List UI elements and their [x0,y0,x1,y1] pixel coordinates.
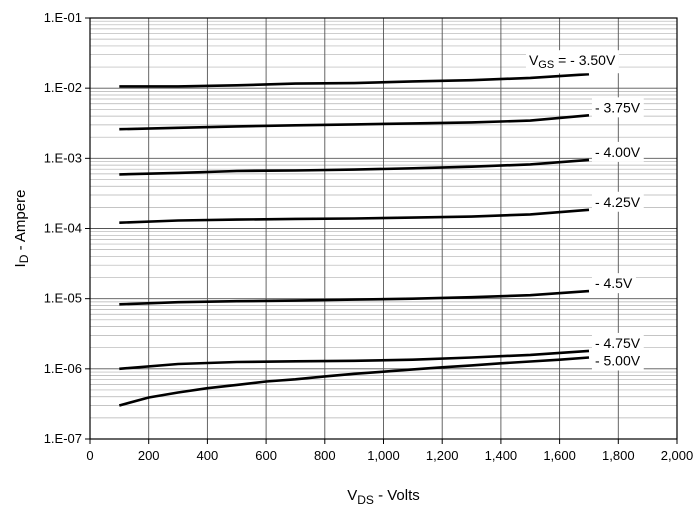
x-tick-label: 600 [255,448,277,463]
series-label-bg [591,141,644,162]
series-label-bg [591,273,636,294]
y-axis-title-sub: D [17,254,31,263]
series-label-bg [525,50,619,74]
series-label: - 4.5V [595,275,633,291]
series-line [119,158,590,176]
x-tick-label: 1,800 [602,448,635,463]
y-tick-label: 1.E-02 [44,80,82,95]
series-label-group: VGS = - 3.50V [525,50,619,74]
series-label-rest: = - 3.50V [554,52,616,68]
series-line [119,72,590,88]
x-tick-label: 2,000 [661,448,694,463]
x-axis-title-rest: - Volts [374,487,420,504]
y-axis-title-main: I [12,263,29,267]
y-tick-label: 1.E-07 [44,431,82,446]
series-lines [118,72,590,407]
x-tick-label: 1,000 [367,448,400,463]
series-labels: VGS = - 3.50V - 3.75V - 4.00V - 4.25V - 4.5V… [525,50,644,371]
series-label: - 4.00V [595,144,641,160]
x-axis-title: VDS - Volts [347,487,420,506]
y-axis-title-rest: - Ampere [12,190,29,255]
y-tick-label: 1.E-06 [44,361,82,376]
series-label: - 4.25V [595,194,641,210]
series-label-group: - 5.00V [591,350,644,371]
x-axis-title-main: V [347,487,357,504]
x-tick-label: 1,200 [426,448,459,463]
y-tick-label: 1.E-04 [44,221,82,236]
x-tick-label: 200 [138,448,160,463]
series-label-group: - 4.75V [591,332,644,353]
x-tick-label: 400 [197,448,219,463]
series-label-bg [591,350,644,371]
series-line [119,349,590,371]
x-tick-label: 1,600 [543,448,576,463]
series-label-prefix: V [529,52,539,68]
x-tick-label: 0 [86,448,93,463]
x-axis-ticks: 0 200 400 600 800 1,000 1,200 1,400 1,600 1,800 2,… [86,439,693,463]
series-label-sub: GS [538,59,554,71]
series-label: - 3.75V [595,99,641,115]
series-label-bg [591,191,644,212]
series-line [119,114,590,131]
series-line [119,208,590,224]
series-label-group: - 4.5V [591,273,636,294]
x-tick-label: 800 [314,448,336,463]
y-tick-label: 1.E-05 [44,291,82,306]
y-tick-label: 1.E-03 [44,150,82,165]
series-line [118,356,590,407]
series-label-bg [591,332,644,353]
x-tick-label: 1,400 [485,448,518,463]
series-line [119,289,590,306]
series-label-group: - 4.00V [591,141,644,162]
y-axis-title: ID - Ampere [12,190,31,268]
y-tick-label: 1.E-01 [44,10,82,25]
series-label: VGS = - 3.50V [529,52,616,71]
series-label-group: - 4.25V [591,191,644,212]
series-label: - 4.75V [595,335,641,351]
series-label: - 5.00V [595,353,641,369]
series-label-bg [591,97,644,118]
series-label-group: - 3.75V [591,97,644,118]
x-axis-title-sub: DS [357,493,374,506]
y-axis-ticks: 1.E-07 1.E-06 1.E-05 1.E-04 1.E-03 1.E-02 1.E-… [44,10,90,446]
